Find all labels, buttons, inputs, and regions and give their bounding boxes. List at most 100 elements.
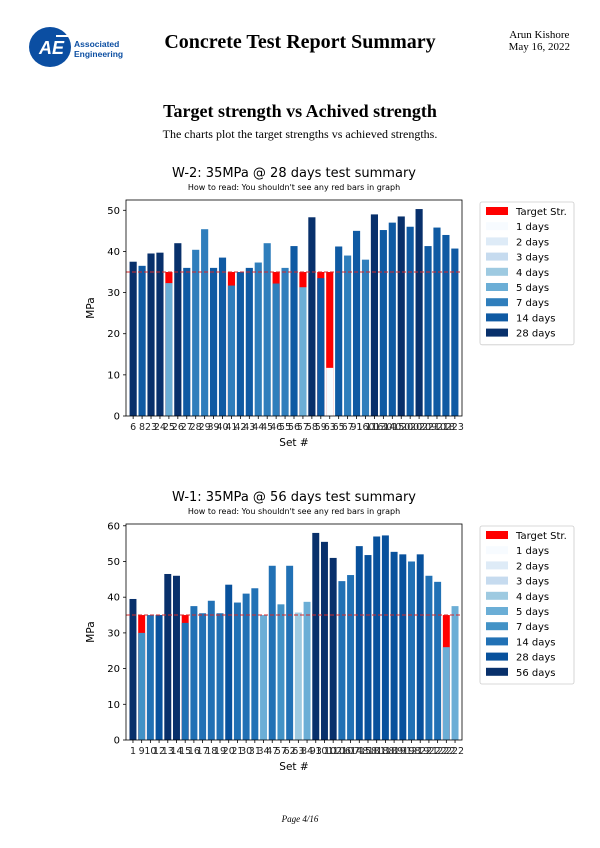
x-tick-label: 21 bbox=[231, 746, 243, 757]
x-tick-label: 84 bbox=[301, 746, 313, 757]
strength-bar bbox=[147, 253, 155, 416]
chart-title: W-2: 35MPa @ 28 days test summary bbox=[172, 166, 416, 181]
y-tick-label: 60 bbox=[107, 521, 120, 532]
strength-bar bbox=[272, 283, 280, 416]
strength-bar bbox=[381, 535, 389, 740]
strength-bar bbox=[347, 575, 355, 740]
x-tick-label: 222 bbox=[437, 746, 455, 757]
legend-swatch bbox=[486, 328, 508, 337]
x-tick-label: 189 bbox=[385, 746, 403, 757]
x-tick-label: 63 bbox=[292, 746, 304, 757]
strength-bar bbox=[434, 581, 442, 740]
strength-bar bbox=[308, 217, 316, 416]
x-tick-label: 8 bbox=[139, 422, 145, 433]
strength-bar bbox=[260, 615, 268, 740]
legend-label: 14 days bbox=[516, 637, 556, 648]
strength-bar bbox=[129, 598, 137, 740]
strength-bar bbox=[227, 285, 236, 416]
y-tick-label: 20 bbox=[107, 329, 120, 340]
strength-bar bbox=[364, 555, 372, 740]
legend-swatch bbox=[486, 546, 508, 555]
x-tick-label: 106 bbox=[333, 746, 351, 757]
legend-swatch bbox=[486, 652, 508, 661]
x-tick-label: 101 bbox=[315, 746, 333, 757]
x-tick-label: 67 bbox=[342, 422, 354, 433]
x-axis-label: Set # bbox=[279, 437, 308, 449]
x-tick-label: 43 bbox=[243, 422, 255, 433]
strength-bar bbox=[286, 565, 294, 740]
strength-bar bbox=[281, 267, 289, 416]
legend-label: 7 days bbox=[516, 298, 549, 309]
strength-bar bbox=[361, 259, 370, 416]
chart-w2: W-2: 35MPa @ 28 days test summary How to … bbox=[80, 160, 580, 460]
x-tick-label: 1 bbox=[130, 746, 136, 757]
legend-label: 1 days bbox=[516, 222, 549, 233]
x-tick-label: 46 bbox=[270, 422, 282, 433]
x-tick-label: 148 bbox=[350, 746, 368, 757]
strength-bar bbox=[138, 632, 146, 740]
legend-label: 5 days bbox=[516, 607, 549, 618]
x-tick-label: 158 bbox=[359, 746, 377, 757]
legend-swatch bbox=[486, 607, 508, 615]
legend-label: Target Str. bbox=[515, 531, 567, 542]
x-tick-label: 140 bbox=[383, 422, 401, 433]
strength-bar bbox=[312, 532, 320, 740]
strength-bar bbox=[379, 230, 387, 416]
legend-swatch bbox=[486, 222, 508, 231]
x-tick-label: 191 bbox=[394, 746, 412, 757]
strength-bar bbox=[329, 557, 337, 740]
x-tick-label: 26 bbox=[172, 422, 184, 433]
strength-bar bbox=[155, 615, 163, 740]
strength-bar bbox=[390, 551, 398, 740]
strength-bar bbox=[277, 604, 285, 740]
x-tick-label: 47 bbox=[266, 746, 278, 757]
x-tick-label: 59 bbox=[315, 422, 327, 433]
x-tick-label: 18 bbox=[205, 746, 217, 757]
x-tick-label: 222 bbox=[446, 746, 464, 757]
strength-bar bbox=[326, 367, 334, 416]
strength-bar bbox=[397, 216, 405, 416]
y-tick-label: 0 bbox=[114, 736, 120, 747]
legend-label: 28 days bbox=[516, 653, 556, 664]
strength-bar bbox=[442, 234, 450, 416]
x-tick-label: 14 bbox=[170, 746, 182, 757]
section-title: Target strength vs Achived strength bbox=[163, 101, 437, 121]
x-tick-label: 93 bbox=[310, 746, 322, 757]
x-tick-label: 62 bbox=[284, 746, 296, 757]
x-tick-label: 57 bbox=[275, 746, 287, 757]
y-tick-label: 30 bbox=[107, 628, 120, 639]
strength-bar bbox=[236, 272, 244, 416]
y-axis-label: MPa bbox=[85, 621, 97, 642]
strength-bar bbox=[268, 565, 276, 740]
strength-bar bbox=[251, 588, 259, 740]
legend-swatch bbox=[486, 561, 508, 570]
plot-frame bbox=[125, 199, 463, 417]
legend-label: 3 days bbox=[516, 577, 549, 588]
strength-bar bbox=[207, 600, 215, 740]
svg-text:AE: AE bbox=[38, 38, 65, 58]
legend-label: 3 days bbox=[516, 253, 549, 264]
strength-bar bbox=[415, 209, 423, 416]
strength-bar bbox=[138, 265, 146, 416]
legend-label: 28 days bbox=[516, 329, 556, 340]
strength-bar bbox=[433, 227, 441, 416]
x-tick-label: 188 bbox=[376, 746, 394, 757]
x-tick-label: 40 bbox=[216, 422, 228, 433]
legend-swatch bbox=[486, 283, 508, 291]
x-tick-label: 221 bbox=[420, 746, 438, 757]
strength-bar bbox=[199, 613, 207, 740]
x-tick-label: 13 bbox=[162, 746, 174, 757]
strength-bar bbox=[263, 243, 271, 416]
x-tick-label: 31 bbox=[249, 746, 261, 757]
x-tick-label: 34 bbox=[257, 746, 269, 757]
strength-bar bbox=[216, 613, 224, 740]
y-tick-label: 0 bbox=[114, 412, 120, 423]
legend-swatch bbox=[486, 622, 508, 631]
strength-bar bbox=[399, 554, 407, 740]
company-logo: AE Associated Engineering bbox=[28, 26, 128, 68]
x-tick-label: 209 bbox=[419, 422, 437, 433]
strength-bar bbox=[233, 602, 241, 740]
legend-swatch bbox=[486, 576, 508, 585]
y-tick-label: 50 bbox=[107, 557, 120, 568]
strength-bar bbox=[218, 257, 227, 416]
